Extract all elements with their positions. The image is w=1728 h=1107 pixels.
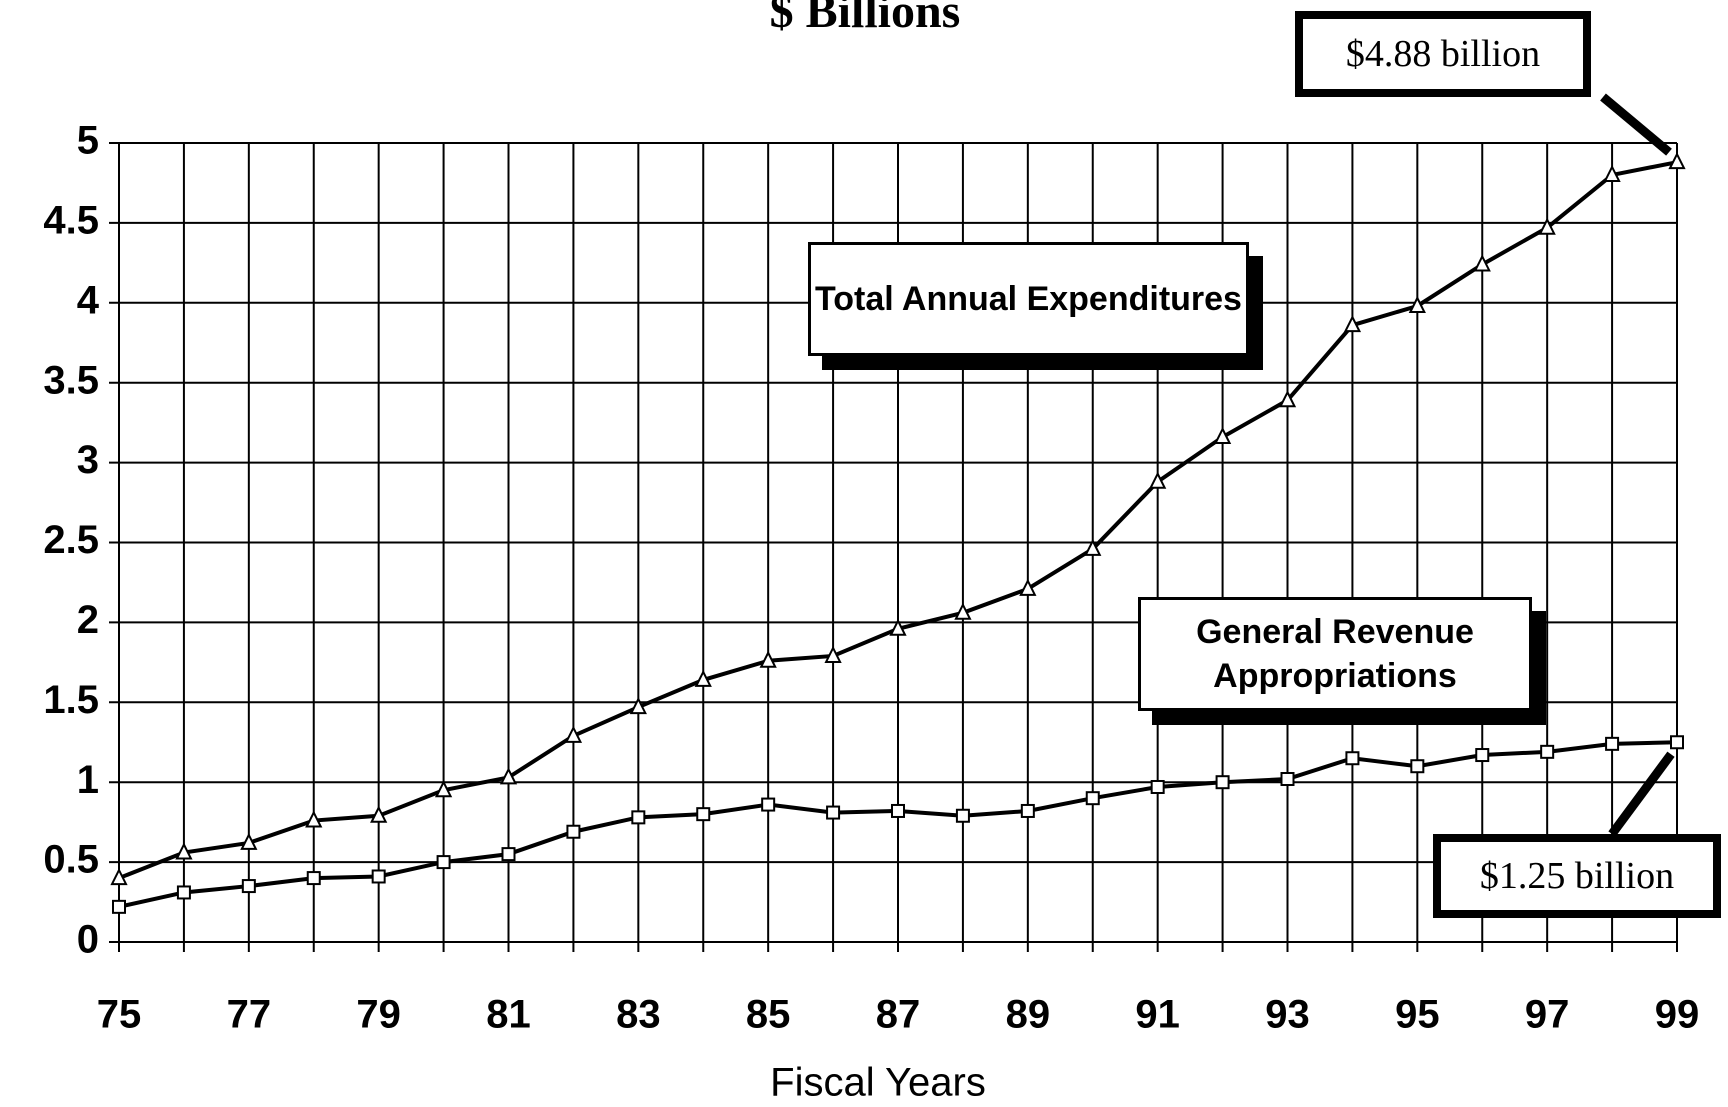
x-tick-label: 83: [616, 993, 661, 1037]
marker: [1343, 314, 1362, 333]
y-tick-label: 2: [77, 598, 99, 642]
marker: [110, 867, 128, 886]
marker: [826, 805, 841, 820]
annotation: $1.25 billion: [1433, 834, 1721, 918]
marker: [954, 602, 972, 620]
marker: [1215, 775, 1230, 790]
x-tick-label: 91: [1135, 993, 1180, 1037]
marker: [696, 807, 711, 822]
marker: [566, 824, 581, 839]
marker: [240, 832, 258, 850]
marker: [305, 810, 323, 828]
marker: [824, 645, 842, 663]
marker: [955, 808, 970, 823]
marker: [1603, 164, 1621, 182]
marker: [371, 869, 386, 884]
y-tick-label: 2.5: [43, 518, 99, 562]
marker: [176, 885, 191, 900]
marker: [629, 696, 647, 715]
y-tick-label: 4.5: [43, 198, 99, 242]
marker: [1150, 779, 1165, 794]
series-label: General Revenue Appropriations: [1138, 597, 1532, 711]
marker: [1213, 426, 1232, 445]
y-tick-label: 3: [77, 438, 99, 482]
x-tick-label: 99: [1655, 993, 1700, 1037]
marker: [1475, 748, 1490, 763]
series-label: Total Annual Expenditures: [808, 242, 1249, 356]
marker: [306, 871, 321, 886]
marker: [241, 879, 256, 894]
y-tick-label: 0: [77, 918, 99, 962]
y-tick-label: 4: [77, 278, 100, 322]
marker: [761, 797, 776, 812]
marker: [436, 855, 451, 870]
marker: [889, 618, 907, 636]
marker: [1668, 151, 1686, 170]
marker: [1345, 751, 1360, 766]
y-tick-label: 3.5: [43, 358, 99, 402]
marker: [1278, 390, 1297, 408]
marker: [1085, 791, 1100, 806]
marker: [499, 767, 518, 785]
marker: [631, 810, 646, 825]
marker: [1538, 217, 1556, 235]
marker: [694, 669, 712, 687]
marker: [1605, 736, 1620, 751]
marker: [370, 805, 388, 823]
x-tick-label: 79: [356, 993, 401, 1037]
arrow: [1600, 93, 1672, 156]
y-tick-label: 0.5: [43, 838, 99, 882]
marker: [1280, 772, 1295, 787]
y-tick-label: 1: [77, 758, 99, 802]
marker: [434, 779, 453, 798]
x-tick-label: 81: [486, 993, 531, 1037]
x-tick-label: 87: [876, 993, 921, 1037]
chart-title: $ Billions: [770, 0, 961, 38]
marker: [1670, 735, 1684, 750]
marker: [759, 650, 777, 668]
x-tick-label: 85: [746, 993, 791, 1037]
x-tick-label: 97: [1525, 993, 1570, 1037]
x-tick-label: 75: [97, 993, 142, 1037]
marker: [1084, 538, 1102, 556]
y-tick-label: 1.5: [43, 678, 99, 722]
marker: [1020, 803, 1035, 818]
x-axis-label: Fiscal Years: [770, 1061, 986, 1105]
marker: [501, 847, 516, 862]
marker: [1149, 471, 1167, 489]
marker: [1408, 295, 1426, 313]
marker: [1473, 254, 1491, 272]
x-tick-label: 77: [227, 993, 272, 1037]
arrow: [1608, 751, 1675, 837]
marker: [175, 842, 193, 860]
marker: [112, 899, 126, 914]
x-tick-label: 93: [1265, 993, 1310, 1037]
marker: [1540, 744, 1555, 759]
marker: [891, 803, 905, 818]
marker: [1019, 578, 1037, 596]
marker: [1410, 759, 1425, 774]
annotation: $4.88 billion: [1295, 11, 1591, 97]
x-tick-label: 95: [1395, 993, 1440, 1037]
marker: [564, 725, 583, 743]
x-tick-label: 89: [1006, 993, 1051, 1037]
y-tick-label: 5: [77, 119, 99, 163]
